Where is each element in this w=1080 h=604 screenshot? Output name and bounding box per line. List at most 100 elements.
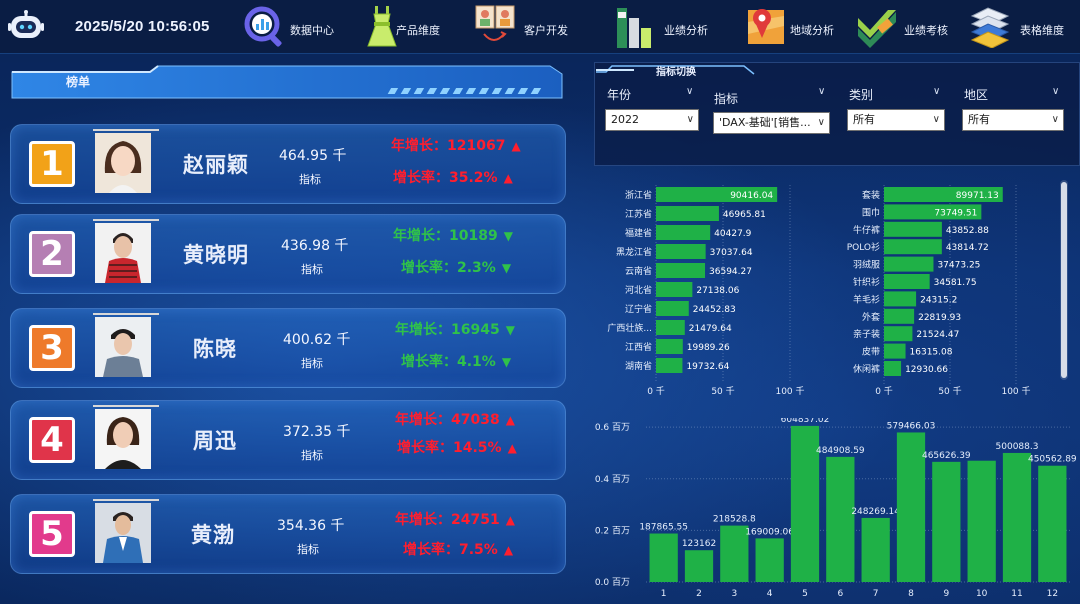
search-chart-icon: [244, 6, 282, 47]
check-mark-icon: [858, 10, 896, 48]
bar: [884, 308, 915, 324]
x-tick-label: 7: [873, 589, 879, 599]
category-label: 江西省: [625, 341, 652, 353]
monthly-sales-column-chart: 0.0 百万0.2 百万0.4 百万0.6 百万1187865.55212316…: [595, 418, 1077, 599]
map-pin-icon: [748, 9, 784, 44]
category-label: 云南省: [625, 265, 652, 277]
nav-performance-analysis[interactable]: 业绩分析: [614, 4, 714, 50]
chevron-down-icon[interactable]: ∨: [818, 86, 826, 97]
bar: [656, 339, 683, 354]
rank-card-1[interactable]: 1 赵丽颖 464.95 千 指标 年增长：121067 ▲ 增长率：35.2% ▲: [10, 124, 566, 204]
up-arrow-icon: ▲: [503, 543, 514, 557]
filter-panel-title: 指标切换: [656, 67, 696, 78]
chart-scrollbar-thumb[interactable]: [1061, 182, 1067, 378]
up-arrow-icon: ▲: [503, 171, 513, 185]
customers-icon: [475, 5, 515, 41]
rank-card-2[interactable]: 2 黄晓明 436.98 千 指标 年增长：10189 ▼ 增长率：2.3% ▼: [10, 214, 566, 294]
data-label: 604837.02: [781, 418, 830, 425]
data-label: 465626.39: [922, 451, 971, 461]
filter-label-year: 年份: [607, 88, 632, 102]
bar: [656, 358, 683, 373]
region-select[interactable]: 所有 ∨: [962, 109, 1064, 131]
person-name: 黄晓明: [183, 243, 249, 267]
chevron-down-icon: ∨: [932, 114, 940, 125]
bar: [884, 187, 1003, 202]
bar: [790, 425, 820, 582]
bar: [967, 460, 996, 582]
data-label: 187865.55: [639, 523, 688, 533]
up-arrow-icon: ▲: [505, 513, 515, 527]
category-label: 广西壮族...: [607, 322, 652, 334]
category-label: 外套: [862, 311, 880, 323]
bar: [720, 525, 749, 582]
category-label: 湖南省: [625, 360, 652, 372]
data-label: 46965.81: [723, 210, 766, 220]
chevron-down-icon[interactable]: ∨: [933, 86, 941, 97]
nav-customer-development[interactable]: 客户开发: [474, 4, 574, 50]
rank-card-4[interactable]: 4 周迅 372.35 千 指标 年增长：47038 ▲ 增长率：14.5% ▲: [10, 400, 566, 480]
y-tick-label: 0.2 百万: [595, 525, 630, 536]
up-arrow-icon: ▲: [505, 413, 515, 427]
bar-chart-icon: [617, 8, 651, 48]
x-tick-label: 2: [696, 589, 702, 599]
metric-label: 指标: [301, 449, 323, 462]
nav-performance-assessment[interactable]: 业绩考核: [856, 4, 952, 50]
data-label: 19989.26: [687, 343, 730, 353]
nav-label: 业绩分析: [664, 24, 708, 37]
person-photo: [93, 129, 159, 195]
person-value: 464.95 千: [279, 148, 347, 164]
y-tick-label: 0.6 百万: [595, 422, 630, 433]
data-label: 40427.9: [714, 229, 751, 239]
growth-rate: 增长率：2.3% ▼: [401, 260, 512, 276]
rank-card-5[interactable]: 5 黄渤 354.36 千 指标 年增长：24751 ▲ 增长率：7.5% ▲: [10, 494, 566, 574]
down-arrow-icon: ▼: [501, 355, 512, 369]
year-select[interactable]: 2022 ∨: [605, 109, 699, 131]
data-label: 579466.03: [887, 421, 936, 431]
rank-badge: 3: [29, 325, 75, 371]
nav-label: 产品维度: [396, 24, 440, 37]
data-label: 43852.88: [946, 226, 989, 236]
category-label: POLO衫: [847, 242, 880, 253]
nav-label: 地域分析: [790, 24, 834, 37]
data-label: 27138.06: [696, 286, 739, 296]
category-select[interactable]: 所有 ∨: [847, 109, 945, 131]
nav-region-analysis[interactable]: 地域分析: [746, 4, 842, 50]
bar: [656, 244, 706, 259]
data-label: 21524.47: [916, 330, 959, 340]
person-name: 周迅: [193, 429, 237, 453]
stacked-layers-icon: [970, 7, 1010, 48]
filter-label-metric: 指标: [714, 92, 739, 106]
rank-card-3[interactable]: 3 陈晓 400.62 千 指标 年增长：16945 ▼ 增长率：4.1% ▼: [10, 308, 566, 388]
metric-select[interactable]: 'DAX-基础'[销售... ∨: [713, 112, 830, 134]
data-label: 37473.25: [937, 261, 980, 271]
x-tick-label: 1: [661, 589, 667, 599]
bar: [656, 301, 689, 316]
ranking-header-frame: [11, 65, 563, 99]
data-label: 34581.75: [934, 278, 977, 288]
filter-label-region: 地区: [964, 88, 989, 102]
person-value: 400.62 千: [283, 332, 351, 348]
chevron-down-icon[interactable]: ∨: [1052, 86, 1060, 97]
data-label: 73749.51: [934, 208, 977, 218]
chevron-down-icon[interactable]: ∨: [686, 86, 694, 97]
nav-label: 客户开发: [524, 24, 568, 37]
nav-data-center[interactable]: 数据中心: [242, 4, 342, 50]
metric-label: 指标: [301, 357, 323, 370]
data-label: 36594.27: [709, 267, 752, 277]
filter-header-frame: [596, 65, 755, 75]
person-value: 354.36 千: [277, 518, 345, 534]
nav-table-dimension[interactable]: 表格维度: [968, 4, 1078, 50]
category-label: 休闲裤: [853, 363, 880, 375]
category-label: 羊毛衫: [853, 293, 880, 305]
growth-rate: 增长率：14.5% ▲: [397, 440, 517, 456]
category-label: 套装: [862, 189, 880, 201]
bar: [884, 326, 913, 342]
bar: [896, 432, 926, 582]
nav-product-dimension[interactable]: 产品维度: [362, 4, 452, 50]
data-label: 123162: [682, 539, 716, 549]
x-tick-label: 10: [976, 589, 988, 599]
category-label: 亲子装: [853, 328, 880, 340]
data-label: 450562.89: [1028, 455, 1077, 465]
metric-label: 指标: [297, 543, 319, 556]
data-label: 90416.04: [730, 191, 773, 201]
